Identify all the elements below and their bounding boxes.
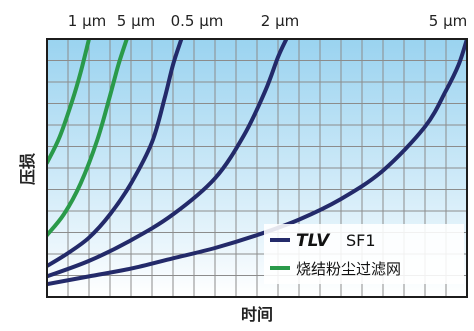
series-line-3 [47, 39, 129, 238]
legend-brand-logo: TLV [296, 231, 331, 251]
y-axis-label: 压损 [18, 153, 37, 185]
top-label-2um: 2 μm [261, 12, 299, 30]
series-line-1 [47, 39, 289, 279]
x-axis-label: 时间 [241, 305, 273, 324]
legend: TLV SF1 烧结粉尘过滤网 [264, 224, 464, 284]
top-label-5um-navy: 5 μm [429, 12, 467, 30]
plot-frame [46, 38, 468, 298]
top-labels: 1 μm 5 μm 0.5 μm 2 μm 5 μm [68, 12, 467, 30]
legend-sintered-label: 烧结粉尘过滤网 [296, 260, 401, 278]
series-line-4 [47, 39, 91, 165]
legend-background [264, 224, 464, 284]
top-label-1um: 1 μm [68, 12, 106, 30]
top-label-0-5um: 0.5 μm [171, 12, 224, 30]
legend-product-label: SF1 [346, 231, 376, 250]
top-label-5um-green: 5 μm [117, 12, 155, 30]
series-layer [47, 39, 467, 287]
series-line-2 [47, 39, 184, 268]
series-line-0 [47, 39, 467, 287]
